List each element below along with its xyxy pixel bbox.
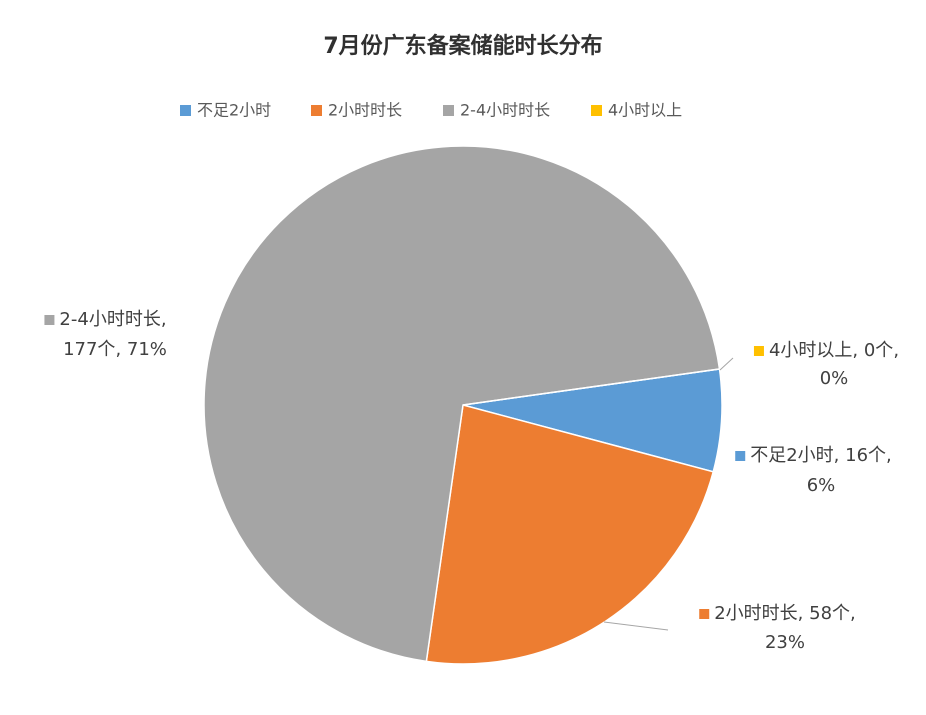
label-percent: 6%: [807, 475, 836, 496]
data-label: 23%: [765, 632, 805, 653]
legend-swatch: [443, 105, 454, 116]
label-swatch: [735, 451, 746, 461]
legend-label: 不足2小时: [197, 101, 271, 120]
label-category: 2小时时长: [714, 603, 797, 624]
label-count: 58个: [809, 603, 850, 624]
label-swatch: [44, 315, 55, 325]
label-category: 不足2小时: [750, 445, 833, 466]
label-separator: ,: [886, 445, 892, 466]
legend-swatch: [591, 105, 602, 116]
data-label: 0%: [820, 368, 849, 389]
label-count: 0个: [864, 340, 893, 361]
legend-swatch: [180, 105, 191, 116]
legend-swatch: [311, 105, 322, 116]
label-percent: 0%: [820, 368, 849, 389]
label-separator: ,: [798, 603, 809, 624]
pie-slice: [462, 368, 720, 406]
data-label: 177个, 71%: [63, 339, 167, 360]
label-separator: ,: [850, 603, 856, 624]
label-separator: ,: [834, 445, 845, 466]
data-label: 2小时时长, 58个,: [714, 603, 856, 624]
label-percent: 71%: [127, 339, 167, 360]
label-swatch: [699, 609, 710, 619]
label-separator: ,: [161, 309, 167, 330]
data-label: 6%: [807, 475, 836, 496]
legend-label: 2小时时长: [328, 101, 402, 120]
label-separator: ,: [893, 340, 899, 361]
legend-label: 2-4小时时长: [460, 101, 550, 120]
data-label: 2-4小时时长,: [59, 309, 166, 330]
label-count: 16个: [845, 445, 886, 466]
label-percent: 23%: [765, 632, 805, 653]
label-category: 2-4小时时长: [59, 309, 160, 330]
label-separator: ,: [115, 339, 126, 360]
data-label: 不足2小时, 16个,: [750, 445, 892, 466]
leader-line: [719, 357, 734, 371]
label-swatch: [753, 346, 764, 356]
label-category: 4小时以上: [769, 340, 852, 361]
data-label: 4小时以上, 0个,: [769, 340, 899, 361]
pie-slice: [425, 404, 715, 665]
pie-slice: [203, 145, 721, 663]
leader-line: [603, 621, 669, 631]
label-count: 177个: [63, 339, 115, 360]
legend-label: 4小时以上: [608, 101, 682, 120]
label-separator: ,: [852, 340, 863, 361]
chart-title: 7月份广东备案储能时长分布: [323, 33, 602, 59]
